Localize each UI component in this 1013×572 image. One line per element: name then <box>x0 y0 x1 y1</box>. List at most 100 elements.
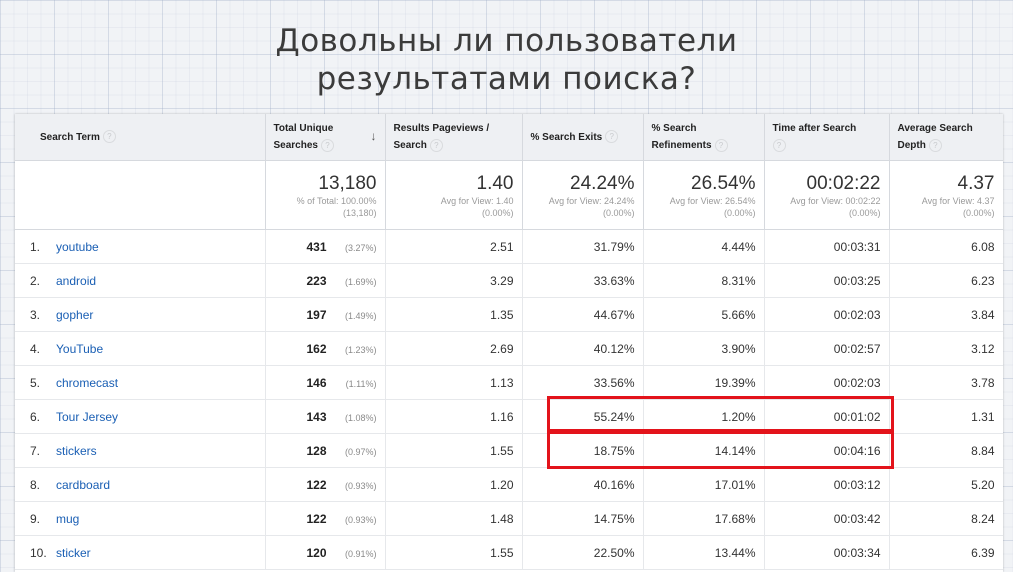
search-depth-cell: 8.84 <box>889 433 1003 468</box>
table-header-row: Search Term? Total Unique Searches? ↓ Re… <box>15 114 1003 161</box>
search-refinements-cell: 8.31% <box>643 263 765 298</box>
summary-depth: 4.37 Avg for View: 4.37 (0.00%) <box>889 160 1003 230</box>
search-term-cell: 9. mug <box>15 501 266 536</box>
summary-empty-cell <box>15 160 266 230</box>
search-term-cell: 6. Tour Jersey <box>15 399 266 434</box>
search-depth-cell: 8.24 <box>889 501 1003 536</box>
help-icon[interactable]: ? <box>429 138 443 152</box>
search-depth-cell: 3.78 <box>889 365 1003 400</box>
table-row: 8. cardboard 122 (0.93%) 1.20 40.16% 17.01% 00:… <box>15 467 1003 502</box>
pageviews-cell: 1.55 <box>385 433 523 468</box>
total-unique-searches-cell: 120 (0.91%) <box>265 535 386 570</box>
total-unique-searches-value: 197 <box>306 307 327 322</box>
search-exits-cell: 18.75% <box>522 433 644 468</box>
pageviews-cell: 1.20 <box>385 467 523 502</box>
search-terms-report: Search Term? Total Unique Searches? ↓ Re… <box>15 114 1003 572</box>
search-refinements-cell: 5.66% <box>643 297 765 332</box>
total-unique-searches-value: 122 <box>306 477 327 492</box>
time-after-search-cell: 00:02:03 <box>764 297 890 332</box>
total-unique-searches-cell: 197 (1.49%) <box>265 297 386 332</box>
search-term-link[interactable]: YouTube <box>56 341 104 356</box>
search-refinements-cell: 13.44% <box>643 535 765 570</box>
help-icon[interactable]: ? <box>320 138 334 152</box>
help-icon[interactable]: ? <box>772 138 786 152</box>
search-depth-cell: 1.31 <box>889 399 1003 434</box>
search-refinements-cell: 17.01% <box>643 467 765 502</box>
sort-descending-icon[interactable]: ↓ <box>370 129 377 143</box>
search-term-cell: 2. android <box>15 263 266 298</box>
search-refinements-cell: 19.39% <box>643 365 765 400</box>
time-after-search-cell: 00:03:12 <box>764 467 890 502</box>
table-row: 5. chromecast 146 (1.11%) 1.13 33.56% 19.39% 00… <box>15 365 1003 400</box>
summary-exits: 24.24% Avg for View: 24.24% (0.00%) <box>522 160 644 230</box>
total-unique-searches-percent: (0.93%) <box>344 514 377 525</box>
search-term-link[interactable]: gopher <box>56 307 94 322</box>
table-row: 6. Tour Jersey 143 (1.08%) 1.16 55.24% 1.20% 00… <box>15 399 1003 434</box>
search-term-link[interactable]: android <box>56 273 97 288</box>
search-refinements-cell: 3.90% <box>643 331 765 366</box>
search-exits-cell: 33.63% <box>522 263 644 298</box>
pageviews-cell: 1.13 <box>385 365 523 400</box>
help-icon[interactable]: ? <box>928 138 942 152</box>
time-after-search-cell: 00:03:25 <box>764 263 890 298</box>
total-unique-searches-percent: (3.27%) <box>344 242 377 253</box>
total-unique-searches-cell: 143 (1.08%) <box>265 399 386 434</box>
header-search-refinements[interactable]: % Search Refinements? <box>643 114 765 161</box>
header-time-after-search[interactable]: Time after Search ? <box>764 114 890 161</box>
pageviews-cell: 1.35 <box>385 297 523 332</box>
header-results-pageviews[interactable]: Results Pageviews / Search? <box>385 114 523 161</box>
header-total-unique-searches[interactable]: Total Unique Searches? ↓ <box>265 114 386 161</box>
row-index: 5. <box>30 375 41 390</box>
search-term-link[interactable]: stickers <box>56 443 97 458</box>
search-refinements-cell: 14.14% <box>643 433 765 468</box>
search-refinements-cell: 1.20% <box>643 399 765 434</box>
search-term-link[interactable]: youtube <box>56 239 99 254</box>
header-search-term[interactable]: Search Term? <box>15 114 266 161</box>
search-term-cell: 1. youtube <box>15 229 266 264</box>
help-icon[interactable]: ? <box>605 130 619 144</box>
search-term-link[interactable]: mug <box>56 511 80 526</box>
search-exits-cell: 40.16% <box>522 467 644 502</box>
summary-refinements: 26.54% Avg for View: 26.54% (0.00%) <box>643 160 765 230</box>
header-average-search-depth[interactable]: Average Search Depth? <box>889 114 1003 161</box>
row-index: 7. <box>30 443 41 458</box>
pageviews-cell: 1.48 <box>385 501 523 536</box>
search-term-cell: 5. chromecast <box>15 365 266 400</box>
search-exits-cell: 22.50% <box>522 535 644 570</box>
search-term-link[interactable]: sticker <box>56 545 91 560</box>
slide-title: Довольны ли пользователи результатами по… <box>0 22 1013 98</box>
summary-pageviews: 1.40 Avg for View: 1.40 (0.00%) <box>385 160 523 230</box>
search-exits-cell: 33.56% <box>522 365 644 400</box>
table-row: 10. sticker 120 (0.91%) 1.55 22.50% 13.44% 00:0… <box>15 535 1003 570</box>
total-unique-searches-value: 120 <box>306 545 327 560</box>
total-unique-searches-value: 143 <box>306 409 327 424</box>
total-unique-searches-cell: 122 (0.93%) <box>265 467 386 502</box>
search-terms-table: Search Term? Total Unique Searches? ↓ Re… <box>15 114 1003 570</box>
row-index: 4. <box>30 341 41 356</box>
search-exits-cell: 31.79% <box>522 229 644 264</box>
table-row: 1. youtube 431 (3.27%) 2.51 31.79% 4.44% 00:03:… <box>15 229 1003 264</box>
total-unique-searches-percent: (1.23%) <box>344 344 377 355</box>
total-unique-searches-percent: (0.91%) <box>344 548 377 559</box>
help-icon[interactable]: ? <box>102 130 116 144</box>
search-depth-cell: 6.23 <box>889 263 1003 298</box>
pageviews-cell: 3.29 <box>385 263 523 298</box>
search-term-link[interactable]: Tour Jersey <box>56 409 119 424</box>
total-unique-searches-percent: (1.49%) <box>344 310 377 321</box>
search-term-cell: 4. YouTube <box>15 331 266 366</box>
search-term-link[interactable]: chromecast <box>56 375 119 390</box>
total-unique-searches-value: 122 <box>306 511 327 526</box>
time-after-search-cell: 00:03:42 <box>764 501 890 536</box>
time-after-search-cell: 00:03:34 <box>764 535 890 570</box>
search-term-cell: 8. cardboard <box>15 467 266 502</box>
time-after-search-cell: 00:03:31 <box>764 229 890 264</box>
header-search-exits[interactable]: % Search Exits? <box>522 114 644 161</box>
total-unique-searches-value: 128 <box>306 443 327 458</box>
total-unique-searches-cell: 223 (1.69%) <box>265 263 386 298</box>
search-term-link[interactable]: cardboard <box>56 477 111 492</box>
table-row: 3. gopher 197 (1.49%) 1.35 44.67% 5.66% 00:02:0… <box>15 297 1003 332</box>
search-term-cell: 3. gopher <box>15 297 266 332</box>
help-icon[interactable]: ? <box>714 138 728 152</box>
total-unique-searches-cell: 128 (0.97%) <box>265 433 386 468</box>
row-index: 1. <box>30 239 41 254</box>
